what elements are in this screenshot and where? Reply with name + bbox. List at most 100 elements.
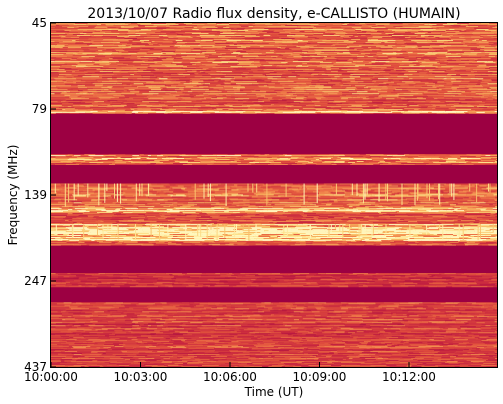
band-cell — [133, 81, 142, 83]
band-cell — [277, 184, 289, 186]
band-cell — [87, 190, 95, 192]
band-cell — [478, 42, 489, 44]
band-cell — [253, 47, 264, 49]
band-cell — [323, 61, 335, 63]
band-cell — [323, 84, 336, 86]
band-cell — [124, 69, 130, 71]
band-cell — [51, 56, 68, 58]
band-cell — [346, 43, 354, 45]
band-cell — [200, 62, 213, 64]
band-cell — [275, 67, 289, 69]
band-cell — [302, 58, 313, 60]
band-cell — [325, 32, 329, 34]
band-cell — [451, 94, 459, 96]
band-cell — [418, 26, 431, 28]
band-cell — [318, 74, 322, 76]
band-cell — [258, 76, 268, 78]
band-cell — [107, 100, 118, 102]
band-cell — [82, 31, 95, 33]
band-cell — [268, 62, 282, 64]
band-cell — [274, 88, 278, 90]
band-cell — [493, 99, 497, 101]
band-cell — [277, 75, 284, 77]
band-cell — [130, 88, 135, 90]
band-cell — [279, 83, 294, 85]
band-cell — [263, 188, 273, 190]
band-cell — [154, 100, 169, 102]
band-cell — [215, 50, 230, 52]
band-cell — [361, 31, 367, 33]
band-cell — [65, 108, 75, 110]
band-cell — [334, 76, 340, 78]
band-cell — [206, 99, 221, 101]
band-cell — [219, 73, 223, 75]
band-cell — [490, 58, 497, 60]
band-cell — [262, 100, 271, 102]
band-cell — [409, 94, 424, 96]
band-cell — [391, 106, 408, 108]
band-cell — [301, 52, 308, 54]
band-cell — [162, 88, 180, 90]
band-cell — [250, 96, 257, 98]
band-cell — [108, 58, 113, 60]
band-cell — [219, 160, 235, 162]
band-cell — [141, 81, 154, 83]
band-cell — [248, 30, 264, 32]
band-cell — [333, 157, 338, 159]
band-cell — [476, 54, 489, 56]
band-cell — [242, 62, 253, 64]
band-cell — [82, 90, 97, 92]
band-cell — [341, 23, 345, 25]
band-cell — [97, 80, 109, 82]
band-cell — [388, 80, 400, 82]
band-cell — [287, 24, 292, 26]
band-cell — [231, 186, 236, 188]
band-cell — [79, 51, 84, 53]
band-cell — [170, 188, 182, 190]
band-cell — [253, 52, 266, 54]
band-cell — [132, 28, 146, 30]
band-cell — [451, 87, 459, 89]
band-cell — [432, 25, 439, 27]
band-cell — [107, 188, 118, 190]
band-cell — [491, 74, 497, 76]
band-cell — [365, 35, 380, 37]
band-cell — [131, 47, 139, 49]
band-cell — [437, 66, 442, 68]
band-cell — [393, 33, 404, 35]
band-cell — [482, 101, 488, 103]
band-cell — [170, 67, 184, 69]
band-cell — [461, 111, 468, 113]
band-cell — [401, 45, 418, 47]
band-cell — [228, 109, 242, 111]
band-cell — [453, 66, 466, 68]
band-cell — [313, 156, 323, 158]
band-cell — [489, 85, 497, 87]
band-cell — [51, 185, 64, 187]
band-cell — [287, 108, 303, 110]
band-cell — [202, 100, 207, 102]
band-cell — [282, 74, 298, 76]
band-cell — [367, 91, 378, 93]
band-cell — [92, 34, 103, 36]
band-cell — [105, 94, 118, 96]
band-cell — [110, 37, 125, 39]
band-cell — [277, 157, 291, 159]
band-cell — [369, 49, 380, 51]
band-cell — [395, 89, 403, 91]
band-cell — [448, 158, 458, 160]
band-cell — [221, 91, 228, 93]
band-cell — [480, 97, 488, 99]
band-cell — [465, 26, 470, 28]
band-cell — [155, 70, 169, 72]
band-cell — [160, 109, 177, 111]
band-cell — [270, 80, 279, 82]
band-cell — [234, 35, 242, 37]
band-cell — [216, 102, 223, 104]
band-cell — [325, 68, 339, 70]
band-cell — [363, 73, 370, 75]
band-cell — [430, 104, 436, 106]
band-cell — [181, 188, 185, 190]
band-cell — [118, 52, 122, 54]
band-cell — [441, 66, 454, 68]
